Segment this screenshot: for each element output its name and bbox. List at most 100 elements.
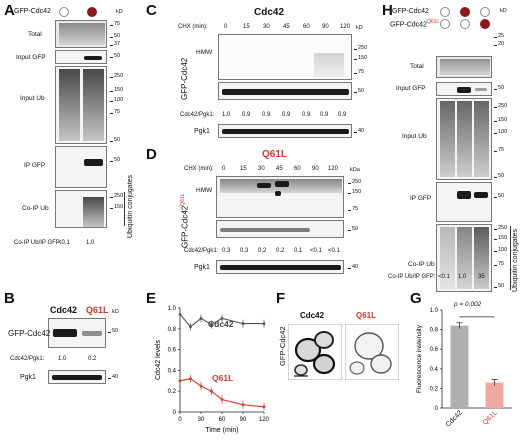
panel-b-row-label: GFP-Cdc42 xyxy=(8,329,51,338)
mw-marker: 75 xyxy=(347,206,359,212)
x-tick-label: Cdc42 xyxy=(445,409,464,428)
mw-marker: 150 xyxy=(347,189,362,195)
mw-marker: 150 xyxy=(353,55,368,61)
ratio-value: <0.1 xyxy=(438,274,450,280)
blot-d-pgk1 xyxy=(216,260,344,274)
micrograph-q61l xyxy=(345,324,399,380)
data-point xyxy=(210,323,213,327)
data-point xyxy=(220,398,224,401)
chart-e-label-cdc42: Cdc42 xyxy=(208,319,234,329)
mw-marker: 25 xyxy=(493,33,505,39)
blot-a-input-ub xyxy=(55,66,107,144)
circle-filled xyxy=(480,19,490,29)
panel-b-pgk1: Pgk1 xyxy=(20,374,36,381)
x-tick-label: 30 xyxy=(198,417,205,423)
chart-e-label-q61l: Q61L xyxy=(212,373,234,383)
ratio-value: 1.0 xyxy=(58,356,67,362)
panel-h-side-label: Ubiquitin conjugates xyxy=(512,228,519,292)
mw-marker: 75 xyxy=(493,261,505,267)
blot-label: Co-IP Ub xyxy=(408,261,435,268)
mw-marker: 100 xyxy=(493,247,508,253)
bar-cdc42 xyxy=(450,325,469,408)
panel-b-col1: Cdc42 xyxy=(50,305,78,315)
data-point xyxy=(178,312,182,316)
blot-a-coip-ub xyxy=(55,190,107,228)
circle-empty xyxy=(460,19,470,29)
blot-c-hmw xyxy=(218,34,352,80)
mw-marker: 50 xyxy=(109,157,121,163)
mw-marker: 50 xyxy=(347,226,359,232)
mw-marker: 75 xyxy=(109,21,121,27)
panel-f-col1: Cdc42 xyxy=(300,311,325,320)
blot-c-gfp xyxy=(218,82,352,100)
mw-marker: 150 xyxy=(109,87,124,93)
blot-label: Total xyxy=(28,31,42,38)
circle-filled xyxy=(460,7,470,17)
mw-marker: 50 xyxy=(109,137,121,143)
ratio-value: 0.9 xyxy=(282,112,291,118)
circle-empty xyxy=(440,19,450,29)
blot-a-input-gfp xyxy=(55,50,107,64)
mw-marker: 50 xyxy=(109,53,121,59)
data-point xyxy=(220,317,224,320)
panel-d-ratio-label: Cdc42/Pgk1: xyxy=(184,248,219,254)
panel-b-ratio-label: Cdc42/Pgk1: xyxy=(10,356,45,362)
panel-d-pgk1: Pgk1 xyxy=(194,264,210,271)
data-point xyxy=(262,322,266,325)
panel-c-title: Cdc42 xyxy=(254,7,285,18)
side-label-sup: Q61L xyxy=(180,193,186,206)
x-tick-label: 120 xyxy=(259,417,270,423)
bar-q61l xyxy=(485,382,504,408)
x-tick-label: 90 xyxy=(240,417,247,423)
circle-empty xyxy=(440,7,450,17)
time-label: 15 xyxy=(240,166,247,172)
time-label: 120 xyxy=(328,166,339,172)
blot-label: IP GFP xyxy=(410,195,432,202)
ratio-value: 0.3 xyxy=(222,248,231,254)
panel-h-kd: kD xyxy=(500,8,507,14)
time-label: 30 xyxy=(263,24,270,30)
data-point xyxy=(189,377,192,381)
time-label: 30 xyxy=(258,166,265,172)
mw-marker: 250 xyxy=(493,103,508,109)
panel-h-row1: GFP-Cdc42 xyxy=(392,8,429,15)
ratio-value: 0.2 xyxy=(276,248,285,254)
ratio-value: 1.0 xyxy=(458,274,467,280)
time-label: 45 xyxy=(276,166,283,172)
data-point xyxy=(199,317,203,320)
panel-d-letter: D xyxy=(146,146,157,163)
blot-h-coip-ub xyxy=(436,224,492,292)
data-point xyxy=(178,379,182,383)
panel-b-col2: Q61L xyxy=(86,305,109,315)
mw-marker: 150 xyxy=(493,235,508,241)
mw-marker: 40 xyxy=(353,128,365,134)
blot-label: Input GFP xyxy=(396,85,426,92)
ratio-value: 1.0 xyxy=(222,112,231,118)
mw-marker: 40 xyxy=(347,264,359,270)
blot-h-input-gfp xyxy=(436,82,492,96)
ratio-value: 0.3 xyxy=(240,248,249,254)
ratio-value: <0.1 xyxy=(328,248,340,254)
panel-c-ratio-label: Cdc42/Pgk1: xyxy=(180,112,215,118)
data-point xyxy=(241,322,245,325)
y-tick-label: 1.0 xyxy=(168,306,177,312)
panel-e-letter: E xyxy=(146,290,157,307)
ratio-value: 1.0 xyxy=(86,240,95,246)
ratio-value: 0.9 xyxy=(302,112,311,118)
panel-a-letter: A xyxy=(4,2,15,19)
panel-h-row2: GFP-Cdc42Q61L xyxy=(390,19,440,29)
hmw-label: HMW xyxy=(196,187,213,194)
circle-empty xyxy=(59,7,69,17)
y-tick-label: 0.2 xyxy=(168,389,177,395)
panel-a-sample-label: GFP-Cdc42 xyxy=(14,8,51,15)
ratio-value: <0.1 xyxy=(58,240,70,246)
blot-h-ip-gfp xyxy=(436,182,492,222)
blot-b-gfp xyxy=(48,318,106,348)
blot-b-pgk1 xyxy=(48,370,106,384)
mw-marker: 37 xyxy=(109,41,121,47)
time-label: 90 xyxy=(322,24,329,30)
mw-marker: 50 xyxy=(353,88,365,94)
mw-marker: 250 xyxy=(353,45,368,51)
panel-b-letter: B xyxy=(4,290,15,307)
y-tick-label: 1.0 xyxy=(430,308,439,314)
